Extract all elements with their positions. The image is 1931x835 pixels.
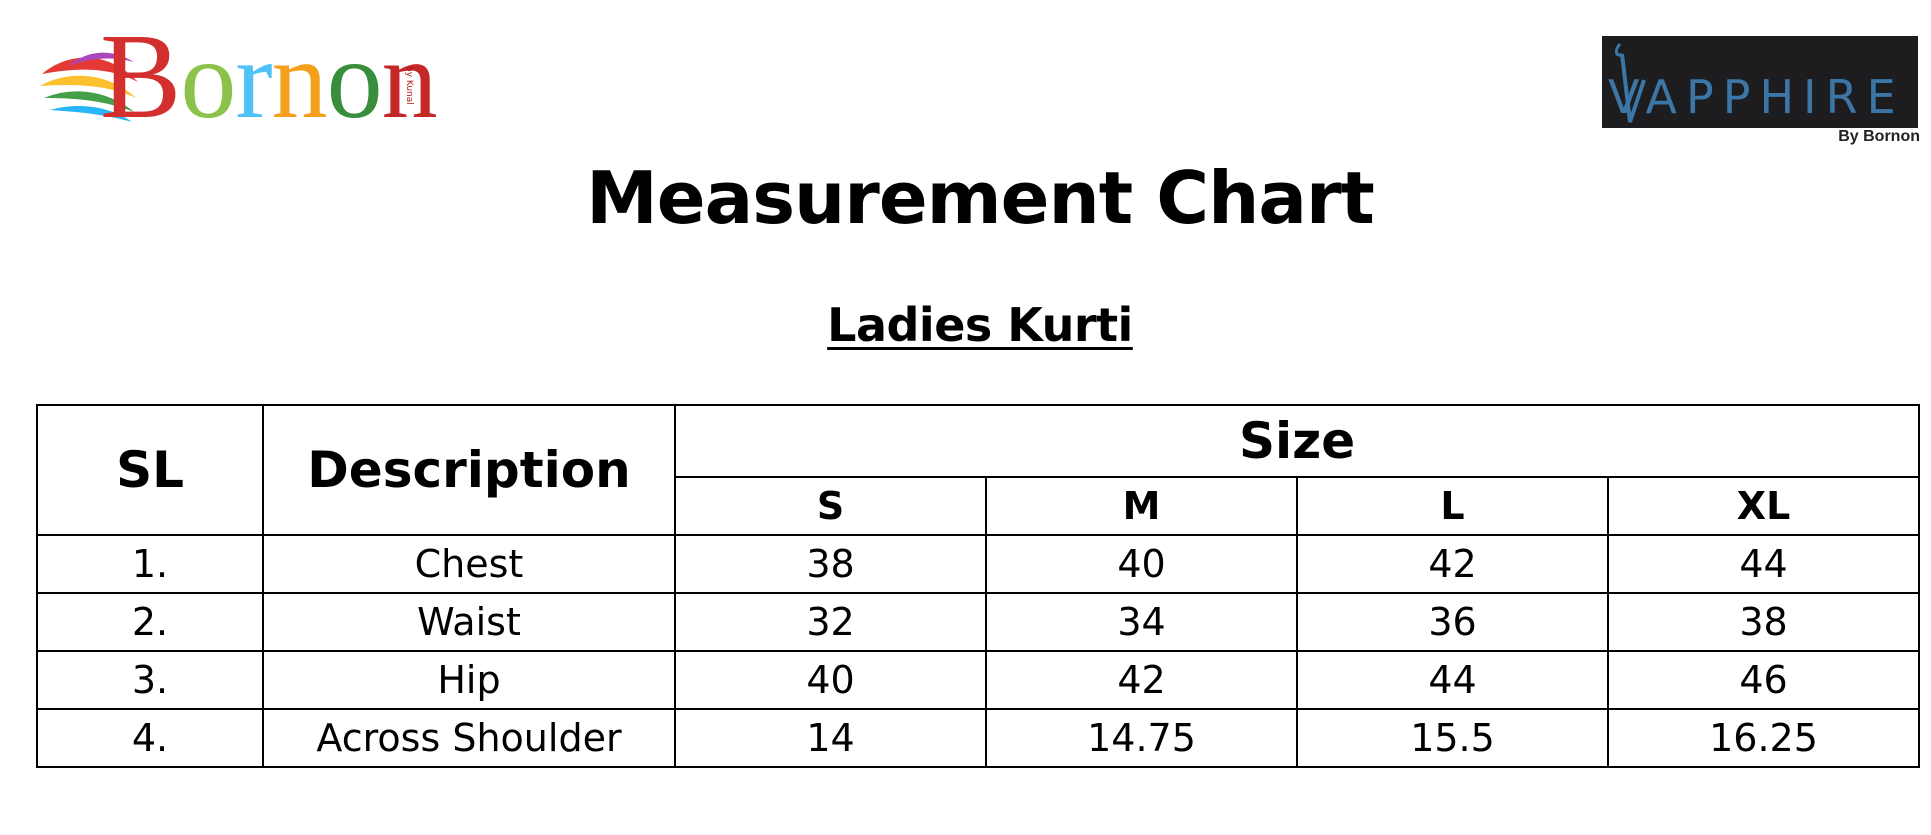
measurement-table: SL Description Size S M L XL 1. Chest 38…: [36, 404, 1921, 768]
row-sl: 2.: [36, 592, 264, 652]
column-header-description: Description: [262, 404, 676, 536]
row-value: 34: [985, 592, 1298, 652]
logo-letter: o: [180, 18, 236, 142]
table-row: 2. Waist 32 34 36 38: [36, 592, 1921, 652]
table-row: 4. Across Shoulder 14 14.75 15.5 16.25: [36, 708, 1921, 768]
column-header-sl: SL: [36, 404, 264, 536]
row-value: 40: [674, 650, 987, 710]
row-value: 42: [1296, 534, 1609, 594]
row-value: 38: [1606, 592, 1921, 652]
table-row: 3. Hip 40 42 44 46: [36, 650, 1921, 710]
size-header: S: [674, 476, 987, 536]
row-value: 40: [985, 534, 1298, 594]
logo-letter: r: [235, 18, 272, 142]
row-description: Chest: [262, 534, 676, 594]
page-title: Measurement Chart: [586, 156, 1375, 240]
row-description: Hip: [262, 650, 676, 710]
column-header-size: Size: [673, 404, 1921, 478]
logo-letter: n: [271, 18, 328, 142]
row-value: 14: [674, 708, 987, 768]
row-value: 15.5: [1296, 708, 1609, 768]
vapphire-wordmark: VAPPHIRE: [1608, 70, 1905, 124]
page-subtitle: Ladies Kurti: [827, 298, 1133, 352]
row-value: 44: [1296, 650, 1609, 710]
row-value: 16.25: [1606, 708, 1921, 768]
bornon-logo: Bornon by Kunal: [38, 16, 438, 138]
table-row: 1. Chest 38 40 42 44: [36, 534, 1921, 594]
row-description: Across Shoulder: [262, 708, 676, 768]
size-header: XL: [1606, 476, 1921, 536]
logo-letter: B: [100, 9, 181, 144]
row-value: 46: [1606, 650, 1921, 710]
row-value: 42: [985, 650, 1298, 710]
size-header: L: [1296, 476, 1609, 536]
size-header: M: [985, 476, 1298, 536]
logo-letter: n: [381, 18, 438, 142]
wing-swoosh-icon: [40, 52, 138, 122]
logo-letter: o: [326, 18, 383, 142]
vapphire-logo: VAPPHIRE By Bornon: [1602, 36, 1920, 150]
logo-plate: [1602, 36, 1918, 128]
row-value: 44: [1606, 534, 1921, 594]
logo-byline: By Bornon: [1838, 128, 1920, 145]
row-value: 14.75: [985, 708, 1298, 768]
row-value: 36: [1296, 592, 1609, 652]
table-header-row: SL Description Size: [36, 404, 1921, 536]
row-sl: 3.: [36, 650, 264, 710]
row-sl: 1.: [36, 534, 264, 594]
table-subheader-row: S M L XL: [37, 476, 1921, 536]
logo-tagline: by Kunal: [404, 66, 414, 105]
row-description: Waist: [262, 592, 676, 652]
row-value: 32: [674, 592, 987, 652]
row-value: 38: [674, 534, 987, 594]
needle-icon: [1614, 42, 1646, 123]
row-sl: 4.: [36, 708, 264, 768]
bornon-wordmark: Bornon: [100, 9, 438, 144]
